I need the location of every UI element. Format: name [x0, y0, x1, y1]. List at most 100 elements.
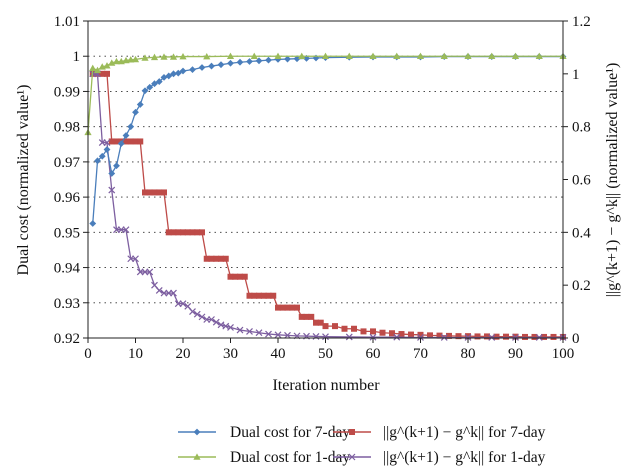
data-point — [89, 220, 97, 227]
data-point — [184, 229, 191, 236]
x-tick-label: 20 — [176, 346, 191, 362]
data-point — [213, 255, 220, 262]
legend-item-g-diff-7day: ||g^(k+1) − g^k|| for 7-day — [333, 424, 546, 441]
data-point — [274, 331, 282, 339]
legend-swatch-marker — [193, 453, 201, 460]
series-dual-cost-1day — [84, 52, 567, 136]
data-point — [393, 52, 401, 60]
data-point — [436, 332, 443, 339]
data-point — [108, 138, 115, 145]
data-point — [112, 57, 121, 65]
legend-label: Dual cost for 7-day — [230, 424, 350, 441]
data-point — [179, 52, 187, 60]
data-point — [232, 273, 239, 280]
x-tick-label: 10 — [128, 346, 143, 362]
data-point — [237, 273, 243, 280]
data-point — [503, 333, 509, 340]
data-point — [284, 304, 291, 311]
data-point — [117, 140, 125, 147]
data-point — [103, 62, 111, 69]
data-point — [351, 325, 357, 332]
data-point — [127, 123, 135, 131]
data-point — [274, 55, 282, 63]
data-point — [136, 101, 144, 108]
data-point — [236, 326, 244, 334]
legend-item-dual-cost-1day: Dual cost for 1-day — [178, 449, 350, 466]
data-point — [141, 54, 149, 61]
data-point — [151, 189, 158, 196]
data-point — [294, 304, 300, 311]
data-point — [308, 313, 315, 320]
data-point — [99, 70, 106, 77]
right-tick-label: 0.2 — [572, 278, 591, 294]
data-point — [123, 138, 129, 145]
data-point — [236, 58, 244, 66]
series-g-diff-7day — [89, 70, 566, 340]
legend-label: Dual cost for 1-day — [230, 449, 350, 466]
x-tick-label: 90 — [508, 346, 523, 362]
x-tick-label: 80 — [461, 346, 476, 362]
data-point — [389, 330, 395, 337]
data-point — [535, 52, 543, 60]
data-point — [160, 53, 168, 60]
data-point — [132, 138, 139, 145]
data-point — [189, 229, 196, 236]
data-point — [132, 255, 139, 263]
data-point — [227, 59, 234, 67]
data-point — [151, 281, 158, 289]
data-point — [274, 52, 282, 60]
right-tick-label: 0.8 — [572, 120, 591, 136]
data-point — [142, 189, 148, 196]
data-point — [313, 319, 319, 326]
data-point — [208, 255, 215, 262]
data-point — [255, 57, 263, 65]
data-point — [250, 52, 258, 60]
data-point — [488, 334, 496, 341]
left-axis-title: Dual cost (normalized value¹) — [15, 85, 32, 276]
data-point — [246, 292, 253, 299]
data-point — [169, 53, 178, 60]
data-point — [246, 58, 253, 65]
data-point — [416, 52, 425, 60]
legend-item-g-diff-1day: ||g^(k+1) − g^k|| for 1-day — [333, 449, 546, 466]
data-point — [303, 54, 310, 62]
data-point — [417, 331, 424, 338]
data-point — [113, 138, 120, 145]
data-point — [284, 55, 291, 63]
data-point — [341, 325, 348, 332]
gridlines — [88, 55, 563, 304]
data-point — [279, 304, 286, 311]
data-point — [251, 292, 258, 299]
left-tick-label: 0.94 — [54, 261, 81, 277]
data-point — [408, 331, 414, 338]
data-point — [255, 329, 263, 337]
right-tick-label: 1.2 — [572, 14, 591, 30]
data-point — [212, 318, 220, 326]
data-point — [93, 66, 102, 74]
data-point — [103, 146, 111, 153]
right-tick-label: 0 — [572, 331, 580, 347]
data-point — [303, 313, 310, 320]
x-axis-ticks: 0 10 20 30 40 50 60 70 80 90 100 — [84, 338, 574, 362]
data-point — [265, 330, 272, 338]
data-point — [127, 56, 135, 63]
data-point — [155, 78, 163, 85]
data-point — [511, 52, 520, 60]
data-point — [464, 52, 472, 60]
data-point — [474, 333, 481, 340]
data-point — [265, 56, 272, 64]
data-point — [446, 332, 452, 339]
x-tick-label: 50 — [318, 346, 333, 362]
series-line — [92, 73, 563, 338]
x-tick-label: 70 — [413, 346, 428, 362]
data-point — [289, 304, 296, 311]
x-axis-title: Iteration number — [272, 377, 380, 394]
data-point — [98, 152, 106, 160]
data-point — [345, 333, 353, 341]
data-point — [369, 333, 377, 341]
data-point — [493, 333, 500, 340]
data-point — [275, 304, 281, 311]
data-point — [293, 55, 301, 63]
data-point — [198, 313, 206, 321]
data-point — [218, 255, 224, 262]
